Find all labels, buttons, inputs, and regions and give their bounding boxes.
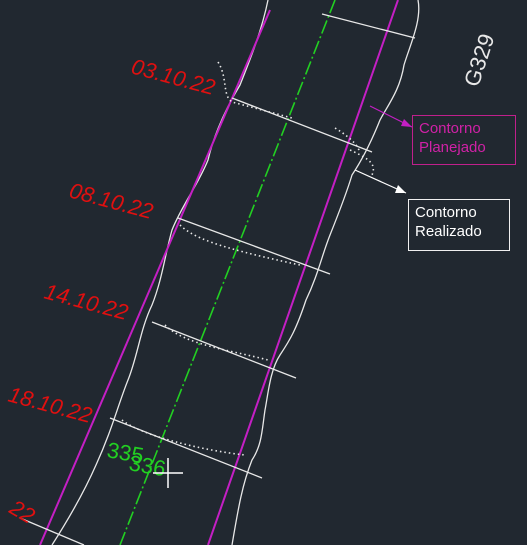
planned-contour-left [39,9,271,545]
leader-actual [354,169,407,194]
dotted-arc-6 [349,149,375,176]
planned-callout-line1: Contorno [419,120,481,137]
section-line-3 [151,321,297,379]
section-line-1 [231,97,373,153]
dotted-arc-2 [334,127,360,153]
date-label-2: 08.10.22 [67,178,156,224]
actual-callout-line2: Realizado [415,223,482,240]
section-line-4 [109,417,263,479]
dotted-arc-1 [217,61,293,119]
centerline [119,0,336,545]
section-line-2 [177,217,331,275]
planned-contour-callout: Contorno Planejado [412,115,516,165]
date-label-3: 14.10.22 [42,279,131,325]
planned-contour-right [207,0,399,545]
date-label-1: 03.10.22 [129,54,218,100]
date-label-4: 18.10.22 [6,382,95,428]
planned-callout-line2: Planejado [419,139,486,156]
sheet-label: G329 [459,31,499,90]
dotted-arc-3 [179,224,301,266]
section-line-5 [19,517,85,545]
actual-callout-line1: Contorno [415,204,477,221]
dotted-arc-5 [121,419,246,456]
section-line-0 [321,13,416,39]
realized-contour-left [51,0,269,545]
realized-contour-callout: Contorno Realizado [408,199,510,251]
leader-planned [369,105,413,128]
dotted-arcs [121,61,375,456]
crosshair-cursor-icon [153,458,183,488]
section-lines [19,13,416,545]
station-label-2: 336 [127,450,168,481]
dotted-arc-4 [164,324,269,361]
